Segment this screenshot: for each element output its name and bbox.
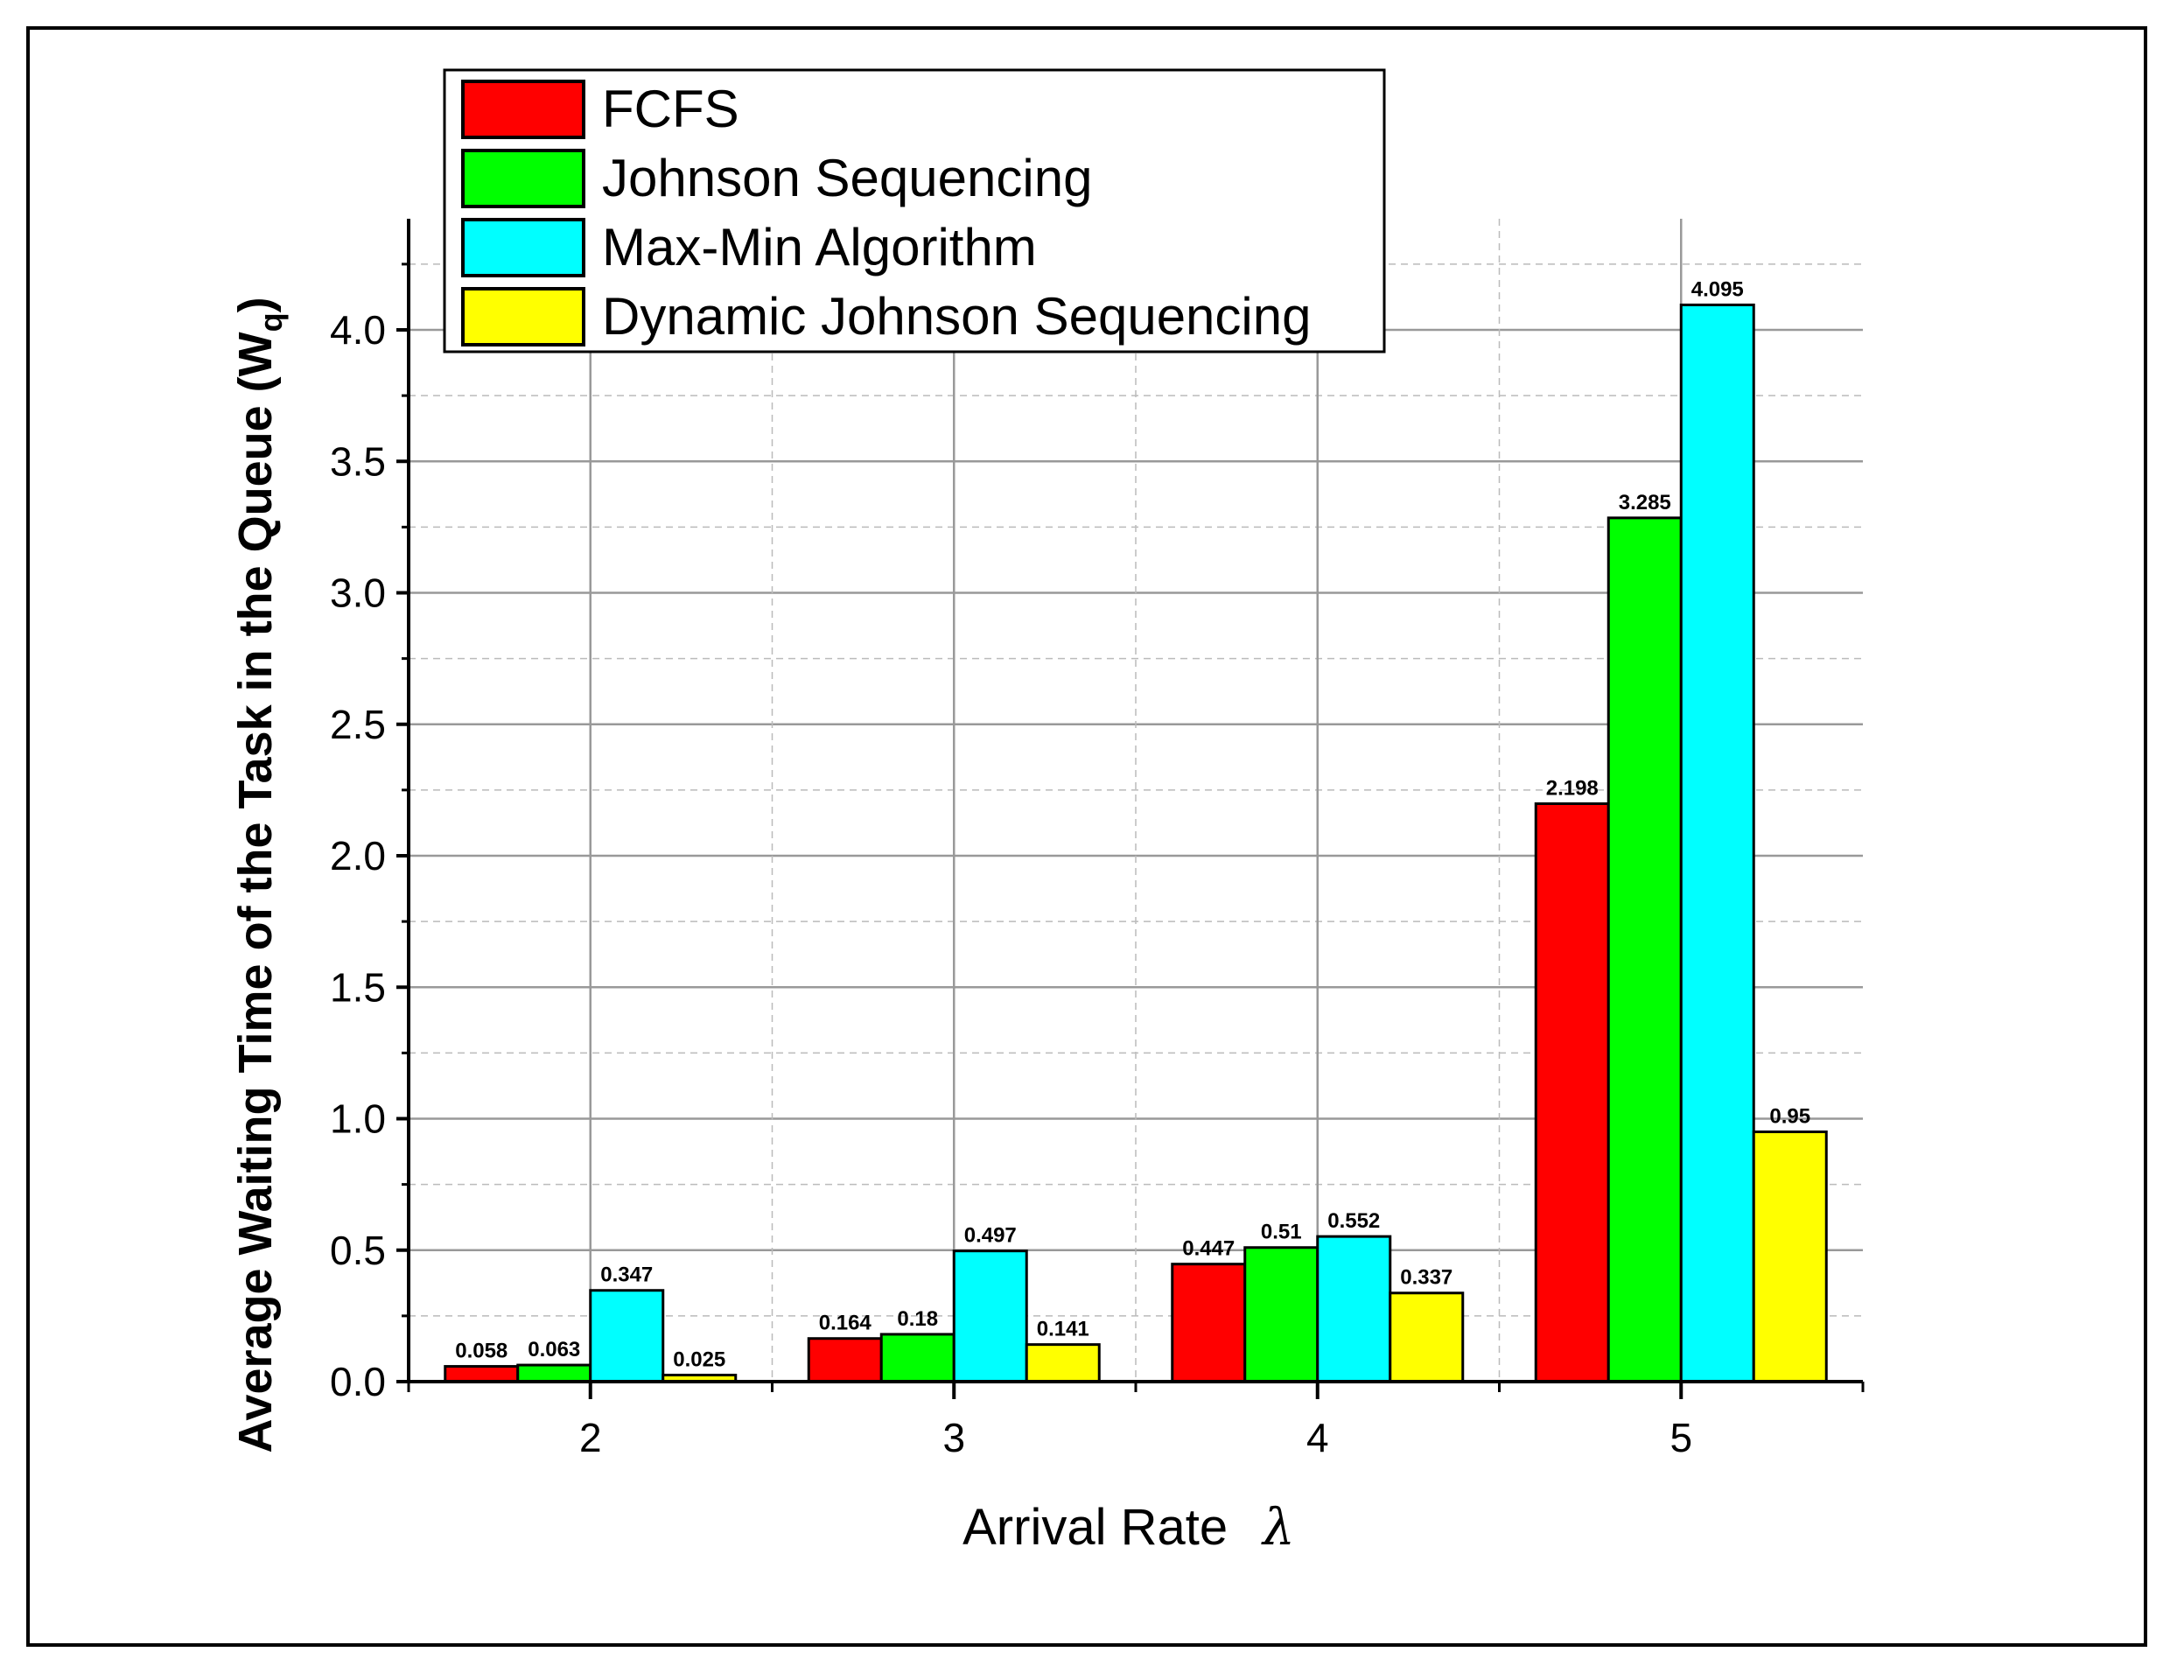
legend-label: Dynamic Johnson Sequencing [602, 287, 1312, 346]
data-label: 0.337 [1400, 1266, 1452, 1290]
data-label: 0.18 [897, 1307, 938, 1331]
x-tick-label: 4 [1306, 1415, 1329, 1460]
bar [1534, 802, 1610, 1383]
y-tick-label: 1.0 [330, 1096, 386, 1142]
axes [396, 219, 1865, 1399]
bar [1606, 516, 1683, 1383]
data-label: 0.51 [1261, 1221, 1302, 1244]
y-tick-label: 3.0 [330, 570, 386, 616]
bar [1171, 1263, 1247, 1383]
data-label: 0.063 [528, 1338, 580, 1362]
data-label: 0.447 [1182, 1237, 1235, 1261]
x-tick-label: 3 [942, 1415, 965, 1460]
bar [952, 1250, 1028, 1383]
y-tick-label: 2.0 [330, 833, 386, 878]
legend-swatch [461, 218, 585, 277]
figure-frame [26, 26, 2147, 1647]
y-axis-title-text: Average Waiting Time of the Task in the … [229, 332, 282, 1452]
y-tick-label: 1.5 [330, 964, 386, 1010]
bar [879, 1333, 956, 1383]
y-tick-label: 0.5 [330, 1228, 386, 1273]
y-tick-label: 2.5 [330, 702, 386, 747]
y-tick-label: 3.5 [330, 438, 386, 484]
data-label: 0.347 [600, 1264, 653, 1287]
legend: FCFS Johnson Sequencing Max-Min Algorithm D… [443, 68, 1386, 354]
bar [589, 1289, 665, 1383]
bar [1752, 1130, 1828, 1383]
legend-swatch [461, 80, 585, 139]
data-label: 0.141 [1037, 1318, 1089, 1341]
x-tick-label: 5 [1670, 1415, 1692, 1460]
data-label: 0.025 [673, 1348, 725, 1371]
y-tick-label: 4.0 [330, 307, 386, 353]
y-axis-title-subscript: q [253, 312, 289, 332]
x-tick-label: 2 [579, 1415, 602, 1460]
y-tick-label: 0.0 [330, 1359, 386, 1404]
data-label: 0.164 [819, 1312, 872, 1335]
bar [516, 1363, 592, 1383]
bars [444, 303, 1828, 1383]
bar [1243, 1246, 1320, 1383]
legend-label: Johnson Sequencing [602, 149, 1092, 207]
x-axis-title-text: Arrival Rate [962, 1499, 1228, 1556]
legend-label: FCFS [602, 80, 739, 138]
x-axis-title-symbol: λ [1261, 1497, 1295, 1557]
bar [1389, 1292, 1465, 1383]
legend-swatch [461, 149, 585, 208]
bar [444, 1365, 520, 1383]
y-axis-title: Average Waiting Time of the Task in the … [229, 297, 289, 1452]
y-axis-title-close: ) [229, 297, 282, 312]
data-label: 4.095 [1691, 277, 1744, 301]
legend-box [443, 68, 1386, 354]
bar [1316, 1235, 1392, 1383]
legend-swatch [461, 287, 585, 346]
bar [1679, 303, 1755, 1383]
bar [807, 1337, 883, 1383]
data-label: 0.497 [964, 1224, 1017, 1248]
data-label: 3.285 [1619, 491, 1671, 514]
data-label: 0.058 [455, 1340, 508, 1363]
data-label: 0.552 [1327, 1209, 1380, 1233]
x-axis-title: Arrival Rate λ [962, 1497, 1295, 1557]
data-label: 2.198 [1546, 777, 1599, 801]
labels: 0.0 0.5 1.0 1.5 2.0 2.5 3.0 3.5 4.0 2 3 4 5 0.058 0.06… [330, 277, 1810, 1460]
legend-label: Max-Min Algorithm [602, 218, 1037, 276]
bar [1025, 1343, 1101, 1383]
data-label: 0.95 [1769, 1105, 1810, 1129]
